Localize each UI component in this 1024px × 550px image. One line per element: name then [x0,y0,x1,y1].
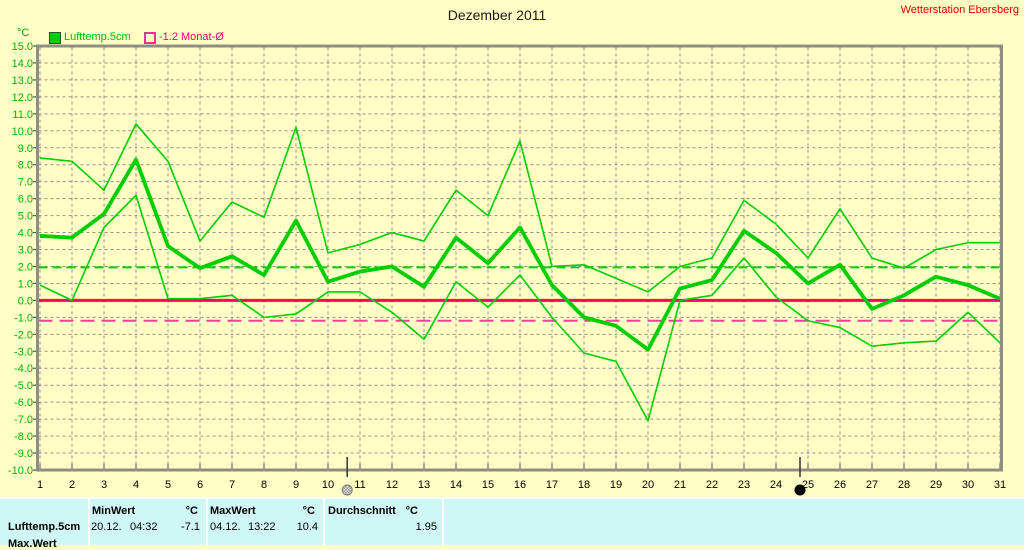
svg-text:7: 7 [229,479,235,491]
svg-text:26: 26 [834,479,846,491]
temperature-series-lines [39,123,1001,422]
legend-label-lufttemp: Lufttemp.5cm [64,31,131,43]
svg-text:27: 27 [866,479,878,491]
svg-text:3: 3 [101,479,107,491]
svg-text:4: 4 [133,479,139,491]
svg-text:21: 21 [674,479,686,491]
legend-label-monat-avg: -1.2 Monat-Ø [159,31,224,43]
sensor-row-label: Lufttemp.5cm [8,521,81,533]
next-row-label-clipped: Max.Wert [8,538,57,550]
svg-text:-3.0: -3.0 [14,346,33,358]
svg-text:10.0: 10.0 [12,126,33,138]
svg-text:13.0: 13.0 [12,75,33,87]
svg-text:24: 24 [770,479,782,491]
svg-text:15.0: 15.0 [12,41,33,53]
svg-text:29: 29 [930,479,942,491]
min-value: -7.1 [181,521,200,533]
svg-text:30: 30 [962,479,974,491]
maxwert-header: MaxWert [210,505,256,517]
x-axis-labels: 1 2 3 4 5 6 7 8 9 10 11 12 13 14 15 16 17 18 19 20 21 22 23 24 2… [37,479,1006,491]
svg-text:9: 9 [293,479,299,491]
legend-swatch-monat-avg-icon [144,32,156,44]
min-date: 20.12. [91,521,122,533]
minwert-header: MinWert [92,505,136,517]
svg-text:1: 1 [37,479,43,491]
svg-text:19: 19 [610,479,622,491]
svg-text:-8.0: -8.0 [14,431,33,443]
table-separator [88,499,90,545]
statistics-table: MinWert °C MaxWert °C Durchschnitt °C Lu… [0,497,1024,550]
durchschnitt-header: Durchschnitt [328,505,396,517]
svg-text:20: 20 [642,479,654,491]
min-time: 04:32 [130,521,158,533]
svg-text:1.0: 1.0 [18,278,33,290]
svg-text:12: 12 [386,479,398,491]
temperature-chart: -10.0 -9.0 -8.0 -7.0 -6.0 -5.0 -4.0 -3.0 -2.0 -1.… [8,41,1006,496]
svg-text:22: 22 [706,479,718,491]
svg-text:9.0: 9.0 [18,143,33,155]
svg-text:14: 14 [450,479,462,491]
durchschnitt-unit: °C [405,505,418,517]
svg-text:-4.0: -4.0 [14,363,33,375]
grid-lines [33,45,1001,471]
svg-text:-10.0: -10.0 [8,465,33,477]
svg-text:3.0: 3.0 [18,245,33,257]
svg-text:7.0: 7.0 [18,177,33,189]
svg-text:-6.0: -6.0 [14,397,33,409]
svg-text:5.0: 5.0 [18,211,33,223]
svg-text:15: 15 [482,479,494,491]
svg-text:2.0: 2.0 [18,261,33,273]
svg-text:4.0: 4.0 [18,228,33,240]
max-value: 10.4 [296,521,318,533]
y-axis-labels: -10.0 -9.0 -8.0 -7.0 -6.0 -5.0 -4.0 -3.0 -2.0 -1.… [8,41,33,477]
svg-text:5: 5 [165,479,171,491]
legend-swatch-lufttemp-icon [49,32,61,44]
max-time: 13:22 [248,521,276,533]
svg-text:17: 17 [546,479,558,491]
page-title: Dezember 2011 [447,7,547,23]
svg-text:2: 2 [69,479,75,491]
svg-text:6: 6 [197,479,203,491]
full-moon-icon [341,484,353,496]
svg-text:13: 13 [418,479,430,491]
svg-text:-5.0: -5.0 [14,380,33,392]
svg-text:-1.0: -1.0 [14,312,33,324]
svg-text:8: 8 [261,479,267,491]
svg-text:10: 10 [322,479,334,491]
svg-text:-7.0: -7.0 [14,414,33,426]
moon-phase-markers [341,457,806,496]
max-date: 04.12. [210,521,241,533]
svg-text:28: 28 [898,479,910,491]
lufttemp-5cm-daily-avg-line [39,157,1001,352]
station-name: Wetterstation Ebersberg [900,4,1019,16]
plot-frame [36,44,1003,472]
svg-text:11: 11 [354,479,365,491]
lufttemp-5cm-daily-min-line [39,194,1001,422]
maxwert-unit: °C [302,505,315,517]
svg-text:12.0: 12.0 [12,92,33,104]
svg-text:8.0: 8.0 [18,160,33,172]
svg-text:31: 31 [994,479,1006,491]
svg-text:14.0: 14.0 [12,58,33,70]
svg-text:16: 16 [514,479,526,491]
svg-text:18: 18 [578,479,590,491]
table-separator [442,499,444,545]
new-moon-icon [794,484,806,496]
svg-text:11.0: 11.0 [12,109,33,121]
table-separator [206,499,208,545]
avg-value: 1.95 [415,521,437,533]
svg-text:23: 23 [738,479,750,491]
svg-text:-2.0: -2.0 [14,329,33,341]
svg-text:0.0: 0.0 [18,295,33,307]
y-axis-unit-label: °C [17,27,30,39]
lufttemp-5cm-daily-max-line [39,123,1000,293]
svg-text:6.0: 6.0 [18,194,33,206]
minwert-unit: °C [185,505,198,517]
svg-text:-9.0: -9.0 [14,448,33,460]
table-separator [323,499,325,545]
